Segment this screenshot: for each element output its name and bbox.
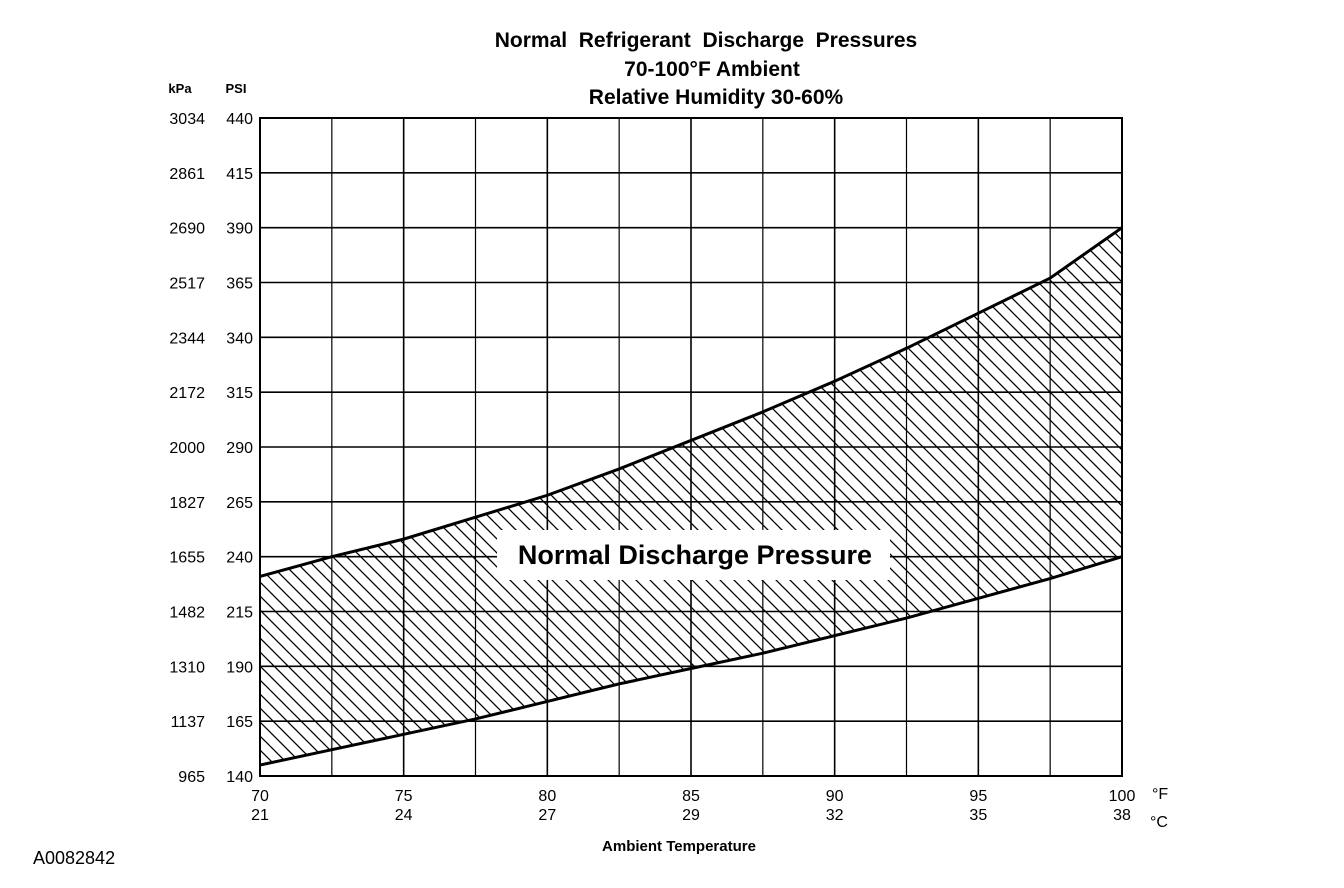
x-tick-label-f: 100 [1109,788,1136,805]
y-tick-label-kpa: 2344 [169,330,205,347]
y-tick-label-kpa: 1827 [169,495,205,512]
band-lower-line [259,555,1123,767]
x-tick-label-c: 32 [826,807,844,824]
band-label: Normal Discharge Pressure [518,540,872,570]
y-tick-label-psi: 290 [226,440,253,457]
plot-frame [259,117,1123,777]
y-unit-psi: PSI [226,81,247,96]
x-tick-label-f: 95 [969,788,987,805]
y-tick-label-psi: 415 [226,166,253,183]
y-tick-label-psi: 365 [226,276,253,293]
y-tick-label-psi: 215 [226,605,253,622]
x-tick-label-f: 90 [826,788,844,805]
y-tick-label-psi: 315 [226,385,253,402]
y-tick-label-kpa: 1310 [169,659,205,676]
y-tick-label-psi: 165 [226,714,253,731]
x-tick-label-c: 27 [538,807,556,824]
y-tick-label-kpa: 3034 [169,111,205,128]
y-tick-label-psi: 440 [226,111,253,128]
x-tick-label-c: 21 [251,807,269,824]
chart-title-line-2: 70-100°F Ambient [624,58,800,81]
x-axis-title: Ambient Temperature [602,838,756,855]
x-tick-label-f: 85 [682,788,700,805]
y-tick-label-kpa: 965 [178,769,205,786]
y-tick-label-kpa: 1655 [169,550,205,567]
x-unit-f: °F [1152,786,1168,803]
x-tick-label-c: 35 [969,807,987,824]
x-tick-label-f: 75 [395,788,413,805]
y-tick-label-kpa: 2861 [169,166,205,183]
chart-title-line-3: Relative Humidity 30-60% [589,86,844,109]
y-tick-label-psi: 240 [226,550,253,567]
y-unit-kpa: kPa [168,81,192,96]
y-tick-label-psi: 140 [226,769,253,786]
grid [259,117,1123,777]
y-axis-ticks: 3034 440 2861 415 2690 390 2517 365 2344 340 2172 3… [169,111,253,786]
y-tick-label-psi: 390 [226,221,253,238]
band-upper-line [259,226,1123,578]
y-tick-label-kpa: 2000 [169,440,205,457]
y-tick-label-psi: 265 [226,495,253,512]
y-tick-label-kpa: 2690 [169,221,205,238]
y-tick-label-psi: 190 [226,659,253,676]
band-label-background [497,530,890,580]
x-axis-ticks: 70 21 75 24 80 27 85 29 90 32 95 35 100 38 [251,788,1135,824]
y-tick-label-kpa: 1137 [171,714,206,731]
y-tick-label-kpa: 2517 [169,276,205,293]
y-tick-label-psi: 340 [226,330,253,347]
x-tick-label-c: 24 [395,807,413,824]
x-tick-label-c: 29 [682,807,700,824]
band-boundaries [259,226,1123,767]
chart-title-line-1: Normal Refrigerant Discharge Pressures [495,29,918,52]
x-unit-c: °C [1150,814,1168,831]
x-tick-label-f: 70 [251,788,269,805]
x-tick-label-f: 80 [538,788,556,805]
y-tick-label-kpa: 1482 [169,605,205,622]
figure-id: A0082842 [33,848,115,868]
y-tick-label-kpa: 2172 [169,385,205,402]
x-tick-label-c: 38 [1113,807,1131,824]
